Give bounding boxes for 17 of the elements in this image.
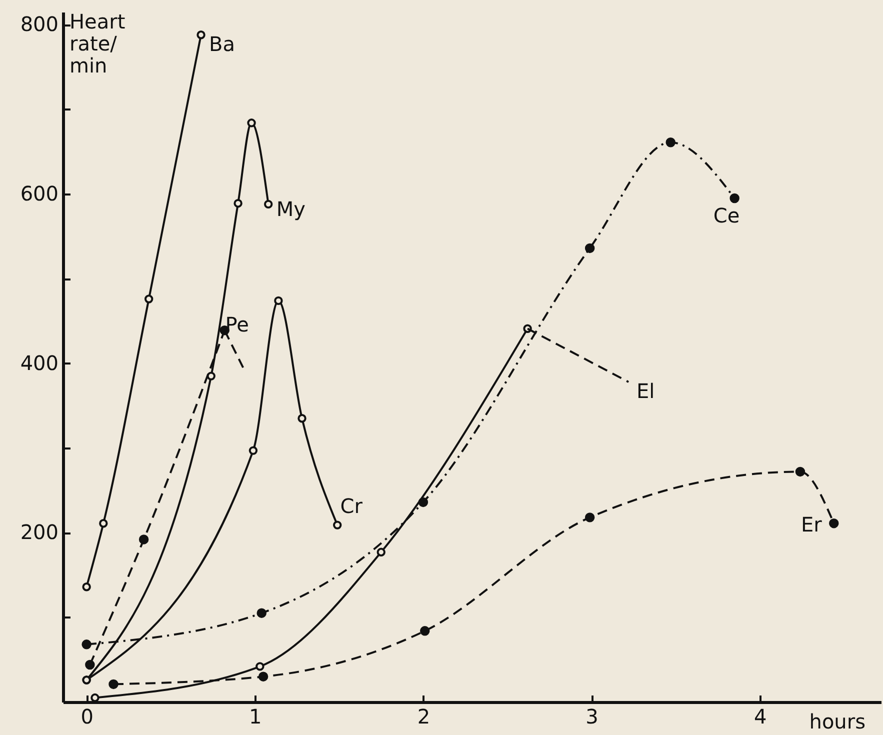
x-tick-label: 4: [754, 704, 767, 728]
y-tick-label: 200: [20, 520, 58, 544]
series-label: Ba: [209, 32, 235, 56]
series-label: Ce: [713, 203, 740, 228]
series-label: El: [636, 378, 655, 403]
y-tick-label: 600: [20, 182, 58, 206]
y-tick-label: 800: [20, 12, 58, 36]
series-label: Cr: [340, 494, 364, 518]
x-tick-label: 3: [586, 704, 598, 728]
x-tick-label: 1: [249, 704, 262, 728]
y-tick-label: 400: [20, 350, 58, 375]
x-tick-label: 2: [417, 704, 430, 728]
x-axis-title: hours: [809, 710, 866, 734]
y-axis-title: Heart rate/ min: [70, 10, 126, 78]
x-tick-label: 0: [80, 704, 94, 728]
series-label: Er: [801, 512, 823, 536]
series-label: My: [276, 197, 306, 222]
